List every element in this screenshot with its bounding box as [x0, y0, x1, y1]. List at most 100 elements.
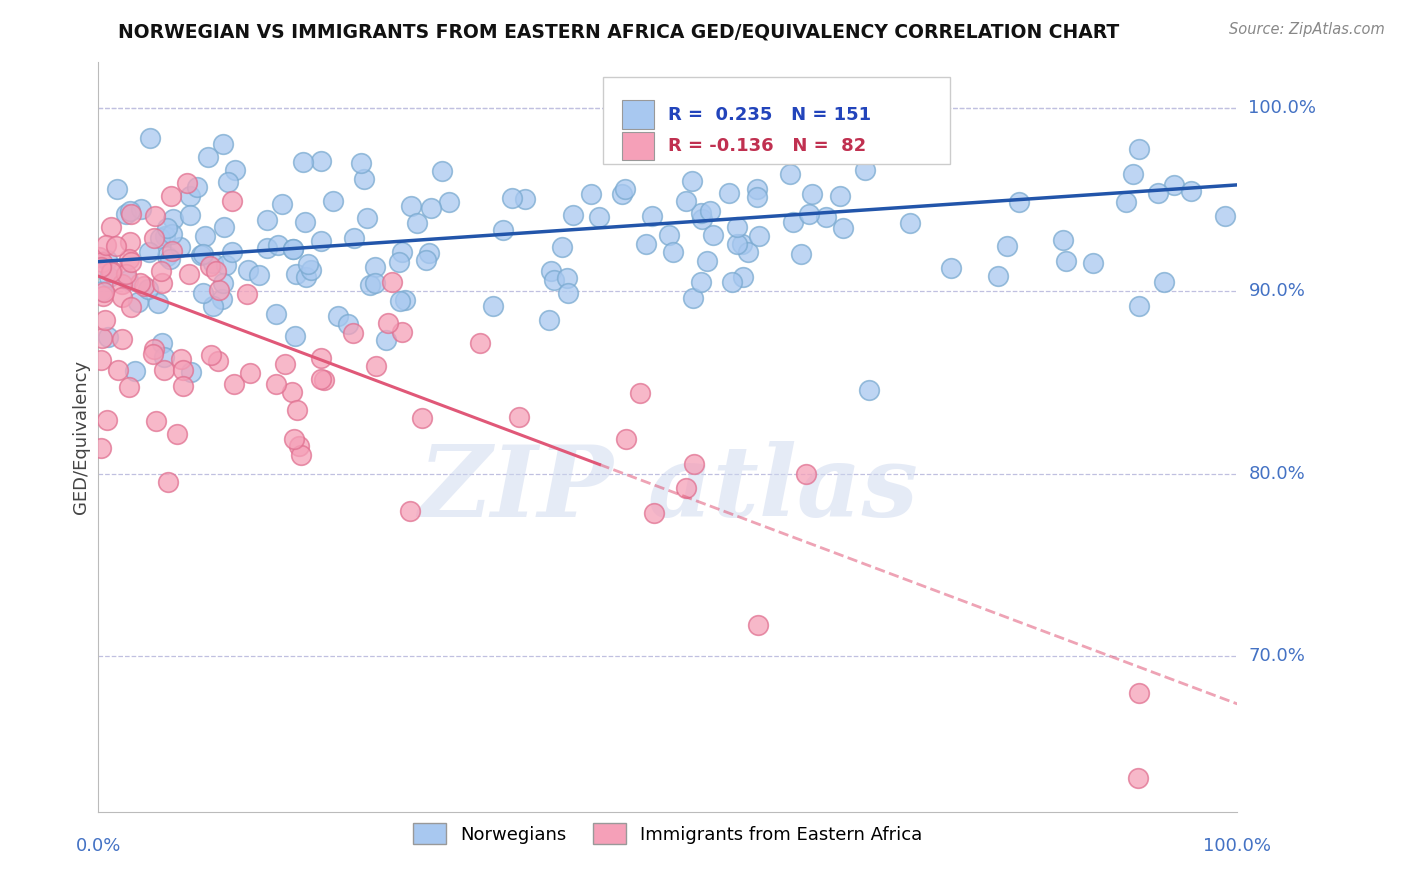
Point [118, 252, 141, 267]
Point [551, 240, 574, 254]
Point [747, 190, 769, 204]
Point [612, 186, 634, 201]
Text: 0.0%: 0.0% [76, 837, 121, 855]
Point [399, 504, 422, 518]
Point [198, 259, 221, 273]
Point [853, 163, 876, 178]
Point [194, 229, 217, 244]
Point [1115, 195, 1137, 210]
Point [159, 188, 181, 202]
Point [939, 260, 962, 275]
Point [561, 208, 583, 222]
Point [204, 264, 226, 278]
Point [675, 194, 697, 209]
Point [157, 475, 180, 490]
Point [221, 194, 243, 209]
Text: ZIP atlas: ZIP atlas [418, 442, 918, 538]
Point [337, 317, 360, 331]
Point [437, 195, 460, 210]
Point [238, 262, 260, 277]
Point [127, 294, 149, 309]
Point [96, 238, 118, 252]
Bar [623, 132, 654, 161]
Point [128, 277, 150, 291]
Text: 100.0%: 100.0% [1204, 837, 1271, 855]
Point [169, 352, 191, 367]
Text: 90.0%: 90.0% [1249, 282, 1305, 300]
Point [800, 130, 823, 145]
Text: R =  0.235   N = 151: R = 0.235 N = 151 [668, 105, 870, 124]
Point [111, 277, 134, 291]
Text: NORWEGIAN VS IMMIGRANTS FROM EASTERN AFRICA GED/EQUIVALENCY CORRELATION CHART: NORWEGIAN VS IMMIGRANTS FROM EASTERN AFR… [118, 22, 1119, 41]
Point [359, 278, 381, 293]
Point [394, 293, 416, 308]
Point [364, 359, 387, 374]
Point [1052, 233, 1074, 247]
Point [111, 290, 134, 304]
Point [177, 267, 200, 281]
Point [634, 237, 657, 252]
Point [482, 299, 505, 313]
Point [1128, 686, 1150, 700]
Point [898, 216, 921, 230]
Point [690, 212, 713, 227]
Point [731, 269, 754, 284]
Point [149, 230, 172, 244]
Point [782, 215, 804, 229]
Point [501, 191, 523, 205]
Point [689, 206, 711, 220]
Point [115, 207, 138, 221]
Point [581, 186, 603, 201]
Point [166, 427, 188, 442]
Point [380, 276, 402, 290]
Point [1147, 186, 1170, 201]
Point [211, 136, 233, 151]
Text: Source: ZipAtlas.com: Source: ZipAtlas.com [1229, 22, 1385, 37]
Point [152, 276, 174, 290]
Point [201, 298, 224, 312]
Point [221, 244, 243, 259]
Point [172, 362, 194, 376]
Point [1054, 254, 1077, 268]
Point [160, 244, 183, 258]
Text: 70.0%: 70.0% [1249, 648, 1305, 665]
Point [683, 457, 706, 471]
FancyBboxPatch shape [603, 78, 950, 163]
Point [828, 189, 851, 203]
Point [118, 203, 141, 218]
Point [160, 227, 183, 241]
Point [1180, 184, 1202, 198]
Point [725, 237, 748, 252]
Point [138, 245, 160, 260]
Point [239, 366, 262, 380]
Point [91, 289, 114, 303]
Point [256, 241, 278, 255]
Point [858, 383, 880, 397]
Point [658, 227, 681, 242]
Point [283, 242, 305, 256]
Point [294, 269, 316, 284]
Point [235, 287, 257, 301]
Point [193, 286, 215, 301]
Point [222, 377, 245, 392]
Point [287, 403, 309, 417]
Point [201, 256, 224, 270]
Point [285, 267, 308, 281]
Point [628, 385, 651, 400]
Point [794, 467, 817, 481]
Point [299, 263, 322, 277]
Point [256, 212, 278, 227]
Point [134, 278, 156, 293]
Point [375, 333, 398, 347]
Point [191, 247, 214, 261]
Point [492, 223, 515, 237]
Point [143, 342, 166, 356]
Point [309, 372, 332, 386]
Point [120, 301, 142, 315]
Point [995, 239, 1018, 253]
Point [211, 276, 233, 290]
Point [364, 276, 387, 290]
Point [211, 292, 233, 306]
Point [675, 481, 697, 495]
Point [176, 176, 198, 190]
